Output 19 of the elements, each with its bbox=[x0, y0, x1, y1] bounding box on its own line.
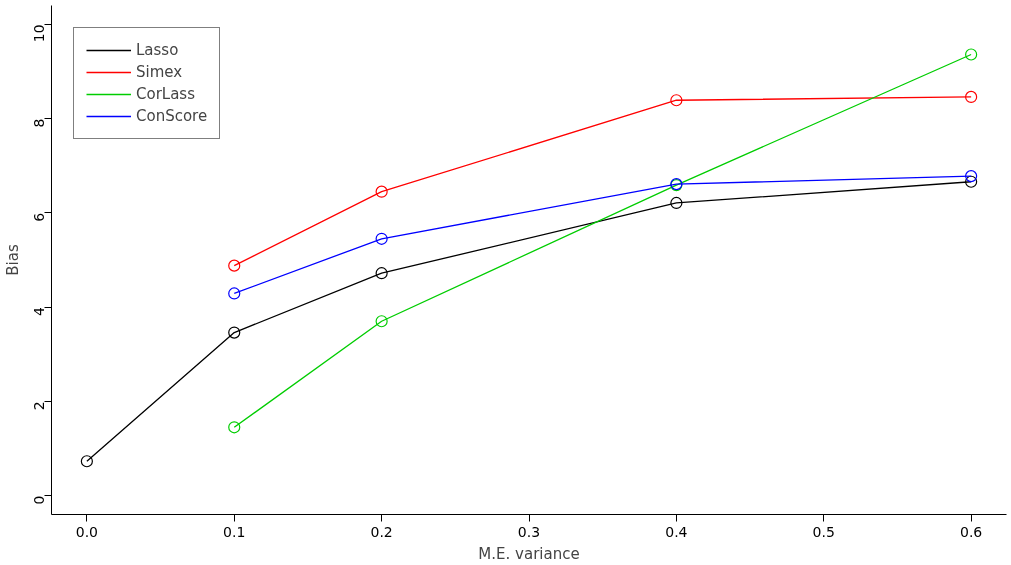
x-tick-label: 0.6 bbox=[960, 523, 983, 540]
legend-label: Lasso bbox=[136, 41, 179, 59]
y-tick-label: 2 bbox=[31, 401, 48, 411]
x-tick-label: 0.2 bbox=[370, 523, 393, 540]
y-axis-title: Bias bbox=[3, 244, 22, 276]
x-axis-title: M.E. variance bbox=[478, 544, 580, 563]
x-tick-label: 0.1 bbox=[223, 523, 246, 540]
x-tick-label: 0.4 bbox=[665, 523, 688, 540]
legend-label: Simex bbox=[136, 63, 183, 81]
legend-label: CorLass bbox=[136, 85, 195, 103]
y-tick-label: 4 bbox=[31, 307, 48, 317]
x-tick-label: 0.0 bbox=[75, 523, 98, 540]
x-tick-label: 0.5 bbox=[812, 523, 835, 540]
x-tick-label: 0.3 bbox=[517, 523, 541, 540]
y-tick-label: 0 bbox=[31, 495, 48, 505]
legend-label: ConScore bbox=[136, 107, 208, 125]
y-tick-label: 10 bbox=[31, 24, 48, 43]
y-tick-label: 8 bbox=[31, 118, 48, 128]
y-tick-label: 6 bbox=[31, 212, 48, 222]
